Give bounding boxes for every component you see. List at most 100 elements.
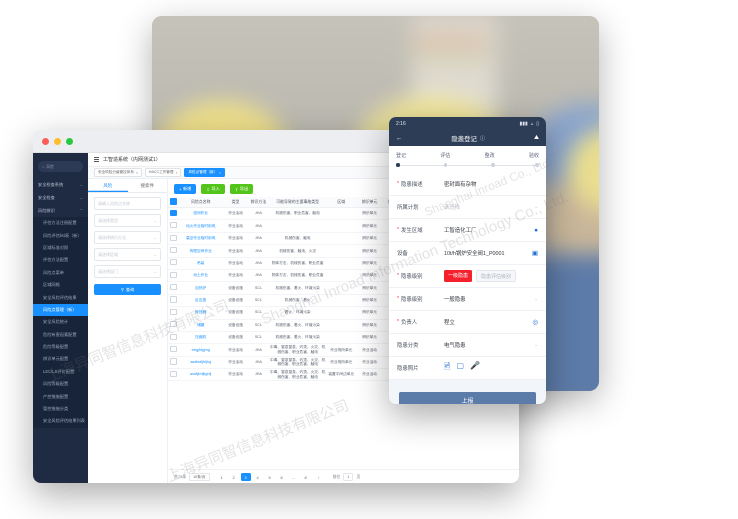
select-all-checkbox[interactable] [170, 198, 177, 205]
row-checkbox-cell[interactable] [168, 343, 179, 357]
cell-name[interactable]: 吊装 [178, 257, 223, 270]
phone-field-7[interactable]: 隐患分类 电气隐患 ⌄ [389, 334, 546, 357]
row-checkbox-cell[interactable] [168, 219, 179, 233]
page-button-3[interactable]: 3 [240, 473, 251, 481]
phone-field-value[interactable]: 程立 ◎ [444, 318, 538, 326]
sidebar-item-13[interactable]: 风险等级配置 [33, 378, 88, 391]
maximize-window-button[interactable] [66, 137, 73, 145]
hazard-tag-0[interactable]: 一级隐患 [444, 269, 473, 283]
sidebar-item-14[interactable]: 产控措施配置 [33, 390, 88, 403]
row-checkbox[interactable] [170, 346, 177, 353]
phone-field-8[interactable]: 隐患照片 🖻 ▢ 🎤 [389, 357, 546, 380]
minimize-window-button[interactable] [54, 137, 61, 145]
close-icon[interactable]: × [135, 170, 138, 175]
close-icon[interactable]: × [219, 170, 222, 175]
row-checkbox-cell[interactable] [168, 368, 179, 382]
phone-field-5[interactable]: * 隐患级别 一般隐患 ⌄ [389, 288, 546, 311]
phone-field-value[interactable]: 请选择 ⌄ [444, 203, 538, 211]
page-button-…[interactable]: … [291, 474, 296, 480]
row-checkbox[interactable] [170, 259, 177, 266]
phone-field-value[interactable]: 一级隐患 隐患评估级别 [444, 269, 538, 283]
sidebar-item-5[interactable]: 区域网格 [33, 278, 88, 292]
sidebar-item-9[interactable]: 危险有害因素配置 [33, 328, 88, 341]
clear-and-contact-icon[interactable]: ◎ [532, 319, 538, 326]
phone-step-2[interactable]: 整改 [484, 153, 495, 159]
row-checkbox[interactable] [170, 296, 177, 303]
page-button-6[interactable]: 6 [280, 474, 283, 480]
phone-field-value[interactable]: 电气隐患 ⌄ [444, 341, 538, 349]
row-checkbox-cell[interactable] [168, 319, 179, 332]
phone-field-2[interactable]: * 发生区域 工智造化工厂 ● [389, 219, 546, 242]
row-checkbox-cell[interactable] [168, 306, 179, 320]
filter-field-4[interactable]: 请选择部门 ⌄ [94, 265, 161, 278]
search-button[interactable]: ⚲ 查询 [94, 284, 161, 295]
window-tab-2[interactable]: 风险点管理（新） × [184, 167, 226, 178]
row-checkbox[interactable] [170, 209, 177, 216]
add-video-icon[interactable]: ▢ [456, 361, 464, 370]
sidebar-item-1[interactable]: 风险评估list表（新） [33, 229, 88, 242]
sidebar-item-3[interactable]: 评估方法配置 [33, 254, 88, 267]
row-checkbox[interactable] [170, 370, 177, 377]
phone-field-4[interactable]: * 隐患级别 一级隐患 隐患评估级别 [389, 265, 546, 288]
sidebar-item-10[interactable]: 危险等级配置 [33, 340, 88, 354]
phone-field-value[interactable]: 密封面有杂物 [444, 180, 538, 188]
filter-field-3[interactable]: 请选择区域 ⌄ [94, 248, 161, 261]
sidebar-item-0[interactable]: 评估方法注册配置 [33, 217, 88, 230]
page-button-1[interactable]: 1 [220, 474, 223, 480]
row-checkbox[interactable] [170, 271, 177, 278]
phone-field-value[interactable]: 工智造化工厂 ● [444, 226, 538, 235]
page-button-5[interactable]: 5 [268, 474, 271, 480]
row-checkbox[interactable] [170, 284, 177, 291]
cell-name[interactable]: 密闭作业 [178, 207, 223, 221]
cell-name[interactable]: 换热器 [178, 306, 223, 320]
cell-name[interactable]: 动火作业临时用电 [178, 219, 223, 233]
close-window-button[interactable] [42, 137, 49, 145]
phone-step-1[interactable]: 评估 [440, 153, 451, 159]
cell-name[interactable]: 有限空间作业 [178, 244, 223, 258]
cell-name[interactable]: 高空作业临时用电 [178, 232, 223, 246]
sidebar-group-1[interactable]: 安全检查 ⌄ [33, 191, 88, 204]
export-button[interactable]: ⇧ 导出 [229, 184, 254, 194]
row-checkbox-cell[interactable] [168, 281, 179, 295]
info-icon[interactable]: ⓘ [479, 135, 485, 142]
add-button[interactable]: + 新增 [174, 184, 197, 194]
hazard-tag-1[interactable]: 隐患评估级别 [476, 269, 517, 283]
sidebar-item-6[interactable]: 安全风险评估结果 [33, 291, 88, 304]
row-checkbox[interactable] [170, 358, 177, 365]
page-button-8[interactable]: 8 [304, 474, 307, 480]
phone-field-0[interactable]: * 隐患描述 密封面有杂物 [389, 173, 546, 196]
phone-field-value[interactable]: 一般隐患 ⌄ [444, 295, 538, 303]
cell-name[interactable]: asdfsdfjhfjhg [178, 356, 223, 370]
next-page-button[interactable]: › [317, 474, 320, 480]
sidebar-item-4[interactable]: 风险点菜单 [33, 266, 88, 279]
sidebar-search-box[interactable]: ○ 风险 [38, 161, 83, 172]
filter-field-2[interactable]: 请选择辨识方法 ⌄ [94, 231, 161, 244]
sidebar-group-0[interactable]: 安全检查系统 ⌄ [33, 178, 88, 191]
row-checkbox-cell[interactable] [168, 294, 179, 308]
row-checkbox-cell[interactable] [168, 244, 179, 258]
page-button-4[interactable]: 4 [256, 474, 259, 480]
sidebar-item-8[interactable]: 安全风险统计 [33, 316, 88, 329]
filter-tab-0[interactable]: 风险 [88, 179, 128, 192]
window-tab-0[interactable]: 安全风险分级管控体系 × [94, 167, 142, 178]
row-checkbox[interactable] [170, 222, 177, 229]
sidebar-item-15[interactable]: 管控措施分类 [33, 402, 88, 416]
phone-field-6[interactable]: * 负责人 程立 ◎ [389, 311, 546, 334]
row-checkbox-cell[interactable] [168, 356, 179, 370]
home-icon[interactable]: ⛰ [533, 134, 539, 141]
cell-name[interactable]: 储罐 [178, 319, 223, 332]
sidebar-item-7[interactable]: 风险点管理（新） [33, 303, 88, 317]
filter-field-0[interactable]: 请输入风险点名称 [94, 197, 161, 210]
row-checkbox-cell[interactable] [168, 257, 179, 270]
filter-field-1[interactable]: 请选择类型 ⌄ [94, 214, 161, 227]
add-audio-icon[interactable]: 🎤 [470, 361, 480, 370]
cell-name[interactable]: 压缩机 [178, 331, 223, 345]
cell-name[interactable]: asdfjkhfjkghfj [178, 368, 223, 382]
import-button[interactable]: ⇩ 导入 [201, 184, 225, 194]
row-checkbox-cell[interactable] [168, 269, 179, 283]
phone-field-3[interactable]: 设备 10t/h锅炉安全阀1_P0001 ▣ [389, 242, 546, 265]
row-checkbox[interactable] [170, 321, 177, 328]
row-checkbox[interactable] [170, 308, 177, 316]
phone-step-0[interactable]: 登记 [396, 153, 407, 159]
window-tab-1[interactable]: HACC工作管理 × [144, 167, 182, 178]
